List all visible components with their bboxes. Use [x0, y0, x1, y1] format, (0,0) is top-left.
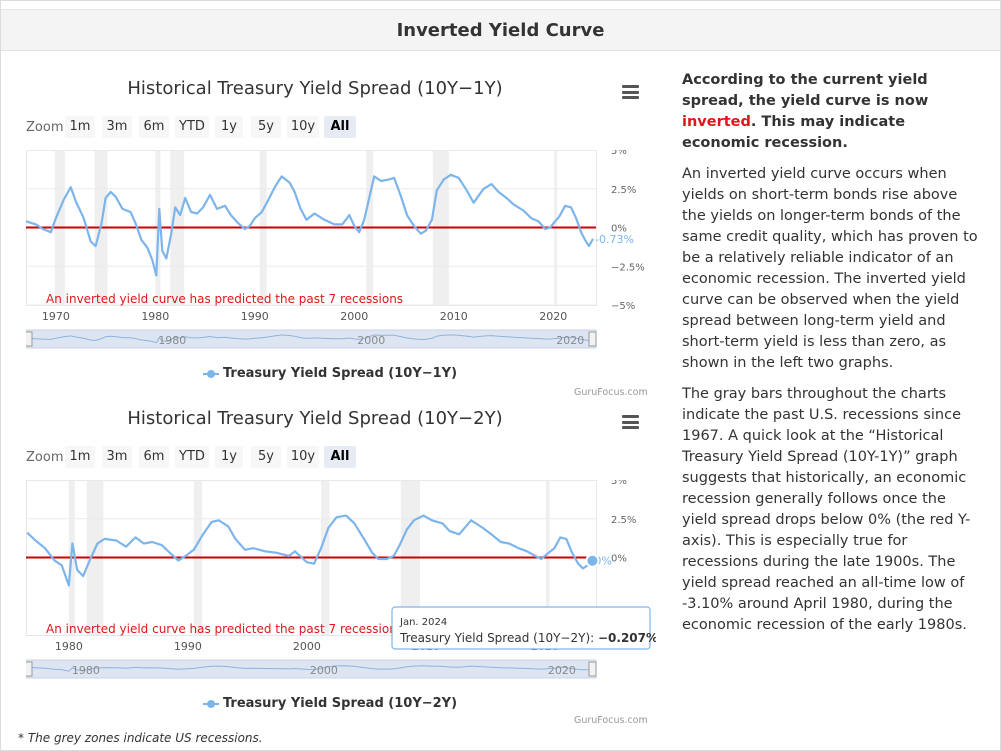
- x-tick-label: 1980: [55, 640, 83, 653]
- chart-10y-1y: Historical Treasury Yield Spread (10Y−1Y…: [0, 78, 660, 408]
- navigator-label: 2020: [556, 334, 584, 347]
- range-button-1y[interactable]: 1y: [215, 116, 243, 138]
- zoom-label: Zoom: [26, 450, 64, 465]
- y-tick-label: 2.5%: [611, 185, 636, 196]
- legend-symbol-icon: [202, 699, 219, 708]
- x-tick-label: 2000: [293, 640, 321, 653]
- navigator-label: 2020: [548, 664, 576, 677]
- range-button-5y[interactable]: 5y: [251, 116, 281, 138]
- chart-menu-icon[interactable]: [622, 415, 639, 429]
- chart-title: Historical Treasury Yield Spread (10Y−2Y…: [127, 408, 503, 429]
- tooltip-series: Treasury Yield Spread (10Y−2Y):: [399, 631, 598, 645]
- annotation-text: An inverted yield curve has predicted th…: [46, 292, 403, 306]
- x-tick-label: 1990: [241, 310, 269, 323]
- x-tick-label: 1990: [174, 640, 202, 653]
- x-tick-label: 2000: [340, 310, 368, 323]
- navigator-label: 1980: [158, 334, 186, 347]
- range-button-ytd[interactable]: YTD: [175, 446, 209, 468]
- x-tick-label: 2010: [440, 310, 468, 323]
- y-tick-label: 2.5%: [611, 515, 636, 526]
- y-tick-label: 0%: [611, 224, 627, 235]
- navigator-handle-right[interactable]: [588, 661, 597, 677]
- range-button-1y[interactable]: 1y: [215, 446, 243, 468]
- y-tick-label: 5%: [611, 150, 627, 157]
- lead-paragraph: According to the current yield spread, t…: [682, 70, 982, 154]
- page-header: Inverted Yield Curve: [1, 9, 1000, 51]
- footnote: * The grey zones indicate US recessions.: [18, 731, 263, 745]
- range-button-10y[interactable]: 10y: [287, 446, 319, 468]
- legend[interactable]: Treasury Yield Spread (10Y−2Y): [0, 696, 660, 711]
- chart-10y-2y: Historical Treasury Yield Spread (10Y−2Y…: [0, 408, 660, 738]
- credit-link[interactable]: GuruFocus.com: [574, 715, 648, 726]
- range-button-1m[interactable]: 1m: [65, 116, 95, 138]
- plot-area: 5% 2.5% 0% −2.5% −5% -0.73% An inverted yield …: [26, 150, 645, 349]
- tooltip-text: Treasury Yield Spread (10Y−2Y): −0.207%: [399, 631, 656, 645]
- plot-area: 5%2.5%0%0%An inverted yield curve has pr…: [26, 480, 656, 679]
- navigator-series: [27, 665, 593, 672]
- tooltip-date: Jan. 2024: [399, 617, 447, 628]
- range-button-6m[interactable]: 6m: [139, 116, 169, 138]
- y-tick-label: −2.5%: [611, 262, 645, 273]
- chart-title: Historical Treasury Yield Spread (10Y−1Y…: [127, 78, 503, 99]
- range-button-10y[interactable]: 10y: [287, 116, 319, 138]
- range-button-3m[interactable]: 3m: [102, 446, 132, 468]
- credit-link[interactable]: GuruFocus.com: [574, 387, 648, 398]
- paragraph-definition: An inverted yield curve occurs when yiel…: [682, 166, 978, 371]
- explanation-panel: According to the current yield spread, t…: [682, 70, 982, 646]
- legend-label: Treasury Yield Spread (10Y−1Y): [222, 366, 458, 381]
- chart-menu-icon[interactable]: [622, 85, 639, 99]
- lead-text-end: . This may indicate economic recession.: [682, 114, 906, 151]
- navigator-handle-left[interactable]: [26, 661, 33, 677]
- y-tick-label: 5%: [611, 480, 627, 487]
- navigator-mask: [26, 329, 597, 349]
- page-title: Inverted Yield Curve: [396, 20, 605, 41]
- range-button-all[interactable]: All: [324, 446, 356, 468]
- x-tick-label: 1980: [141, 310, 169, 323]
- hover-marker: [585, 553, 600, 568]
- tooltip-value: −0.207%: [598, 631, 656, 645]
- series-line: [26, 173, 594, 277]
- y-tick-label: −5%: [611, 301, 635, 312]
- paragraph-history: The gray bars throughout the charts indi…: [682, 386, 971, 633]
- range-button-1m[interactable]: 1m: [65, 446, 95, 468]
- range-button-3m[interactable]: 3m: [102, 116, 132, 138]
- navigator-label: 2000: [310, 664, 338, 677]
- range-button-ytd[interactable]: YTD: [175, 116, 209, 138]
- navigator-handle-right[interactable]: [588, 331, 597, 347]
- legend-symbol-icon: [202, 369, 219, 378]
- navigator-label: 2000: [357, 334, 385, 347]
- x-tick-label: 2020: [539, 310, 567, 323]
- legend-label: Treasury Yield Spread (10Y−2Y): [222, 696, 458, 711]
- legend[interactable]: Treasury Yield Spread (10Y−1Y): [0, 366, 660, 381]
- annotation-text: An inverted yield curve has predicted th…: [46, 622, 403, 636]
- tooltip: Jan. 2024 Treasury Yield Spread (10Y−2Y):…: [391, 606, 656, 650]
- navigator-label: 1980: [72, 664, 100, 677]
- range-button-6m[interactable]: 6m: [139, 446, 169, 468]
- tooltip-box: [391, 606, 651, 650]
- series-line: [26, 514, 594, 587]
- y-tick-label: 0%: [611, 554, 627, 565]
- inverted-highlight: inverted: [682, 114, 751, 130]
- current-value-label: -0.73%: [595, 233, 634, 246]
- zoom-label: Zoom: [26, 120, 64, 135]
- navigator-series: [26, 334, 594, 344]
- range-button-5y[interactable]: 5y: [251, 446, 281, 468]
- range-button-all[interactable]: All: [324, 116, 356, 138]
- navigator-handle-left[interactable]: [26, 331, 33, 347]
- lead-text: According to the current yield spread, t…: [682, 72, 929, 109]
- x-tick-label: 1970: [42, 310, 70, 323]
